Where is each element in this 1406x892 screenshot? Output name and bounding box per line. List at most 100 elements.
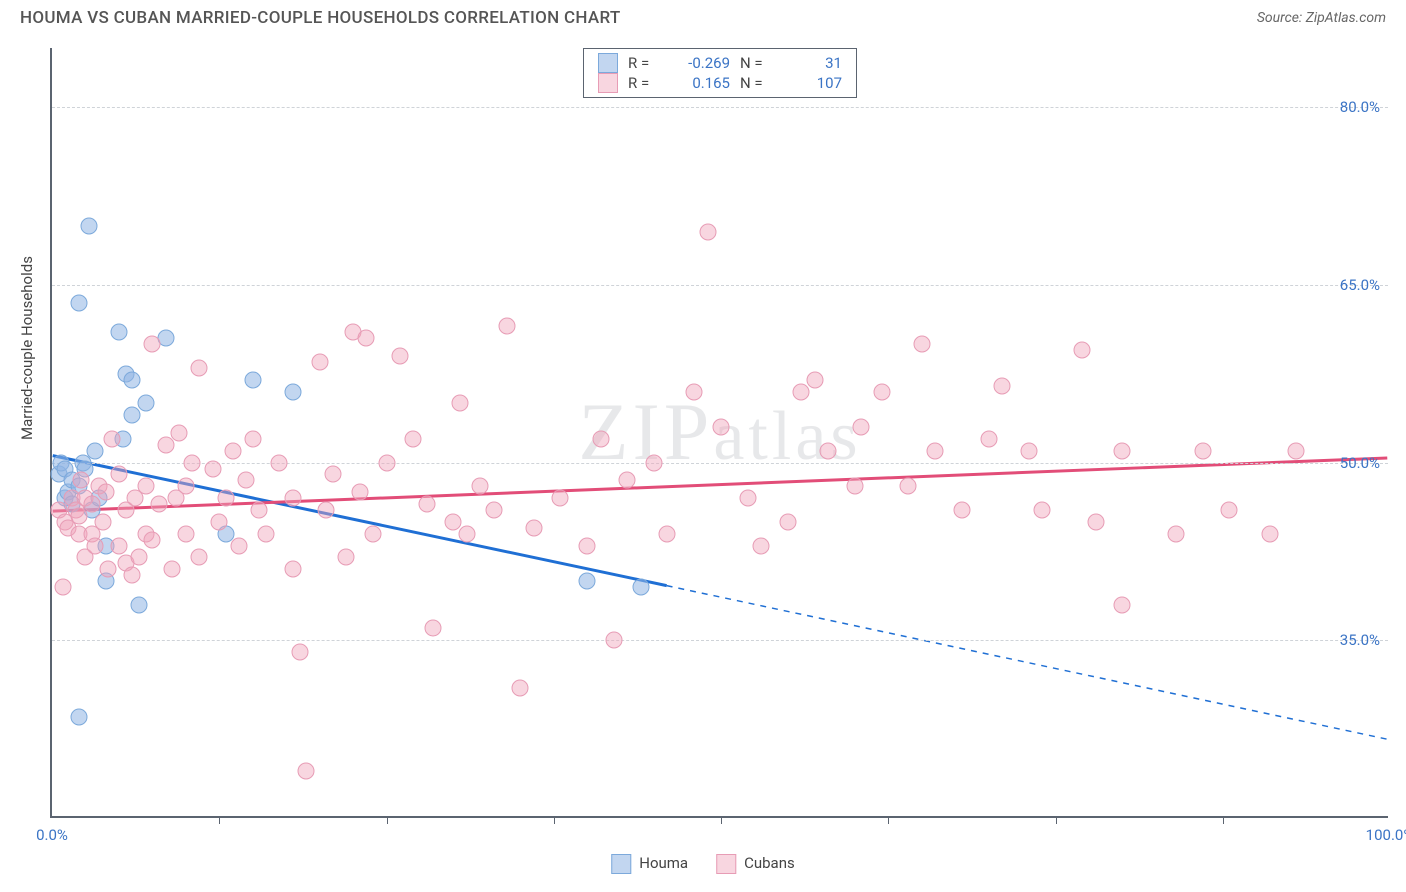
data-point bbox=[110, 466, 127, 483]
data-point bbox=[86, 442, 103, 459]
data-point bbox=[157, 436, 174, 453]
legend-swatch bbox=[611, 854, 631, 874]
data-point bbox=[927, 442, 944, 459]
r-label: R = bbox=[628, 74, 662, 92]
data-point bbox=[1087, 513, 1104, 530]
data-point bbox=[97, 484, 114, 501]
gridline bbox=[52, 285, 1388, 286]
data-point bbox=[244, 430, 261, 447]
data-point bbox=[191, 549, 208, 566]
data-point bbox=[806, 371, 823, 388]
data-point bbox=[258, 525, 275, 542]
data-point bbox=[164, 561, 181, 578]
data-point bbox=[820, 442, 837, 459]
data-point bbox=[130, 549, 147, 566]
data-point bbox=[498, 318, 515, 335]
r-label: R = bbox=[628, 54, 662, 72]
data-point bbox=[238, 472, 255, 489]
legend-item: Cubans bbox=[716, 854, 795, 874]
data-point bbox=[753, 537, 770, 554]
data-point bbox=[913, 336, 930, 353]
data-point bbox=[1221, 502, 1238, 519]
data-point bbox=[284, 561, 301, 578]
data-point bbox=[70, 709, 87, 726]
data-point bbox=[124, 567, 141, 584]
x-tick-mark bbox=[387, 816, 388, 824]
data-point bbox=[632, 579, 649, 596]
data-point bbox=[137, 395, 154, 412]
data-point bbox=[1114, 596, 1131, 613]
data-point bbox=[104, 430, 121, 447]
n-value: 31 bbox=[784, 54, 842, 72]
data-point bbox=[144, 531, 161, 548]
data-point bbox=[110, 324, 127, 341]
data-point bbox=[184, 454, 201, 471]
data-point bbox=[525, 519, 542, 536]
data-point bbox=[1034, 502, 1051, 519]
data-point bbox=[552, 490, 569, 507]
data-point bbox=[94, 513, 111, 530]
data-point bbox=[418, 496, 435, 513]
data-point bbox=[485, 502, 502, 519]
y-tick-label: 65.0% bbox=[1340, 276, 1380, 294]
data-point bbox=[646, 454, 663, 471]
data-point bbox=[171, 425, 188, 442]
data-point bbox=[338, 549, 355, 566]
r-value: 0.165 bbox=[672, 74, 730, 92]
data-point bbox=[177, 478, 194, 495]
data-point bbox=[1261, 525, 1278, 542]
data-point bbox=[54, 579, 71, 596]
data-point bbox=[779, 513, 796, 530]
legend-row: R =-0.269N =31 bbox=[598, 53, 842, 73]
data-point bbox=[1074, 342, 1091, 359]
data-point bbox=[100, 561, 117, 578]
data-point bbox=[900, 478, 917, 495]
data-point bbox=[311, 353, 328, 370]
data-point bbox=[425, 620, 442, 637]
data-point bbox=[284, 383, 301, 400]
x-tick-mark bbox=[888, 816, 889, 824]
source-name: ZipAtlas.com bbox=[1306, 10, 1386, 26]
data-point bbox=[579, 573, 596, 590]
data-point bbox=[405, 430, 422, 447]
x-tick-mark bbox=[1056, 816, 1057, 824]
x-tick-mark bbox=[219, 816, 220, 824]
y-tick-label: 50.0% bbox=[1340, 454, 1380, 472]
data-point bbox=[224, 442, 241, 459]
data-point bbox=[191, 359, 208, 376]
data-point bbox=[251, 502, 268, 519]
data-point bbox=[137, 478, 154, 495]
data-point bbox=[686, 383, 703, 400]
chart-source: Source: ZipAtlas.com bbox=[1257, 10, 1386, 26]
data-point bbox=[204, 460, 221, 477]
data-point bbox=[980, 430, 997, 447]
data-point bbox=[391, 348, 408, 365]
legend-series-name: Houma bbox=[639, 854, 688, 872]
legend-swatch bbox=[598, 73, 618, 93]
n-label: N = bbox=[740, 74, 774, 92]
data-point bbox=[1020, 442, 1037, 459]
legend-swatch bbox=[716, 854, 736, 874]
data-point bbox=[458, 525, 475, 542]
x-tick-mark bbox=[1223, 816, 1224, 824]
x-tick-label: 100.0% bbox=[1366, 826, 1406, 844]
data-point bbox=[244, 371, 261, 388]
data-point bbox=[70, 507, 87, 524]
y-axis-title: Married-couple Households bbox=[18, 256, 36, 440]
data-point bbox=[144, 336, 161, 353]
series-legend: Houma Cubans bbox=[611, 854, 794, 874]
data-point bbox=[318, 502, 335, 519]
data-point bbox=[284, 490, 301, 507]
chart-title: HOUMA VS CUBAN MARRIED-COUPLE HOUSEHOLDS… bbox=[20, 8, 621, 28]
data-point bbox=[86, 537, 103, 554]
data-point bbox=[1288, 442, 1305, 459]
data-point bbox=[130, 596, 147, 613]
chart-header: HOUMA VS CUBAN MARRIED-COUPLE HOUSEHOLDS… bbox=[0, 0, 1406, 32]
data-point bbox=[739, 490, 756, 507]
data-point bbox=[512, 679, 529, 696]
legend-series-name: Cubans bbox=[744, 854, 795, 872]
data-point bbox=[70, 294, 87, 311]
gridline bbox=[52, 107, 1388, 108]
gridline bbox=[52, 640, 1388, 641]
correlation-legend: R =-0.269N =31R =0.165N =107 bbox=[583, 48, 857, 98]
